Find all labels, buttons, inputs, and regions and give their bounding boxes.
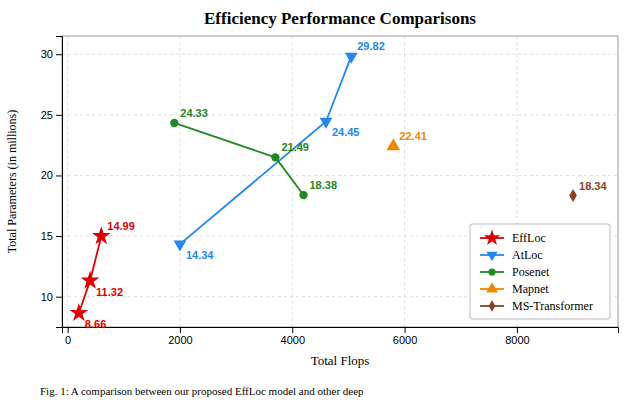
tick-label: 30 [41,48,53,60]
tick-mark [405,327,406,333]
data-label: 29.82 [357,40,385,52]
data-label: 22.41 [399,130,427,142]
tick-mark [56,297,62,298]
series-line [174,123,303,195]
marker [387,138,401,150]
data-labels: 8.66 11.32 14.99 14.34 24.45 29.82 24.33 21.49 1… [85,40,608,330]
marker [174,240,187,251]
tick: 8000 [505,327,529,346]
y-axis: 10 15 20 25 30 [41,37,63,328]
caption: Fig. 1: A comparison between our propose… [40,385,364,397]
title: Efficiency Performance Comparisons [204,9,476,28]
tick: 20 [41,169,62,181]
x-axis: 0 2000 4000 6000 8000 [63,327,619,346]
marker [320,118,333,129]
legend-symbol [484,229,500,245]
legend-symbol [486,282,498,292]
tick: 10 [41,291,62,303]
tick: 30 [41,48,62,60]
tick-label: 10 [41,291,53,303]
data-label: 18.38 [309,179,337,191]
plot-area: 0 2000 4000 6000 8000 10 15 20 25 30 8.66 11.32 14.9… [41,36,619,346]
series-line [79,236,101,313]
data-label: 8.66 [85,318,106,330]
plot-frame [62,36,618,327]
axis-line [56,37,63,328]
grid-line-y [62,54,618,55]
marker [170,119,178,127]
tick-label: 2000 [168,334,192,346]
marker [345,53,358,64]
legend-item: EffLoc [480,229,546,245]
grid-line-y [62,114,618,115]
marker [569,189,577,202]
tick: 0 [65,327,71,346]
legend: EffLoc AtLoc Posenet Mapnet MS-Transformer [470,224,610,319]
legend-symbol [489,300,496,311]
data-label: 21.49 [281,141,309,153]
tick-label: 20 [41,169,53,181]
tick-mark [56,115,62,116]
grid [62,36,618,327]
series-line [180,56,351,244]
tick-mark [180,327,181,333]
data-label: 24.45 [332,126,360,138]
tick-mark [292,327,293,333]
tick: 2000 [168,327,192,346]
tick-mark [56,236,62,237]
tick-label: 8000 [505,334,529,346]
legend-symbol [486,252,497,262]
tick: 25 [41,109,62,121]
tick: 4000 [281,327,305,346]
tick-mark [517,327,518,333]
marker [271,153,279,161]
legend-label: AtLoc [512,248,543,262]
data-label: 14.99 [107,220,135,232]
tick: 15 [41,230,62,242]
tick-label: 6000 [393,334,417,346]
legend-symbol [488,268,495,275]
tick-mark [68,327,69,333]
grid-line-x [67,36,68,327]
tick-label: 0 [65,334,71,346]
tick-mark [56,175,62,176]
x-axis-title: Total Flops [311,353,370,368]
legend-item: AtLoc [480,248,543,262]
legend-label: MS-Transformer [512,299,593,313]
legend-label: Mapnet [512,282,549,296]
legend-item: Mapnet [480,282,549,296]
tick: 6000 [393,327,417,346]
tick-label: 15 [41,230,53,242]
legend-frame [470,224,610,319]
marker [299,191,307,199]
chart: 0 2000 4000 6000 8000 10 15 20 25 30 8.66 11.32 14.9… [0,0,640,405]
grid-line-x [404,36,405,327]
grid-line-x [179,36,180,327]
tick-mark [56,54,62,55]
legend-item: MS-Transformer [480,299,593,313]
data-label: 11.32 [96,286,123,298]
legend-item: Posenet [480,265,550,279]
legend-label: EffLoc [512,231,546,245]
data-label: 18.34 [579,180,607,192]
axis-line [63,328,619,334]
y-axis-title: Total Parameters (in millions) [5,110,19,253]
data-label: 14.34 [186,249,214,261]
legend-label: Posenet [512,265,550,279]
data-label: 24.33 [180,107,208,119]
tick-label: 4000 [281,334,305,346]
tick-label: 25 [41,109,53,121]
grid-line-y [62,175,618,176]
